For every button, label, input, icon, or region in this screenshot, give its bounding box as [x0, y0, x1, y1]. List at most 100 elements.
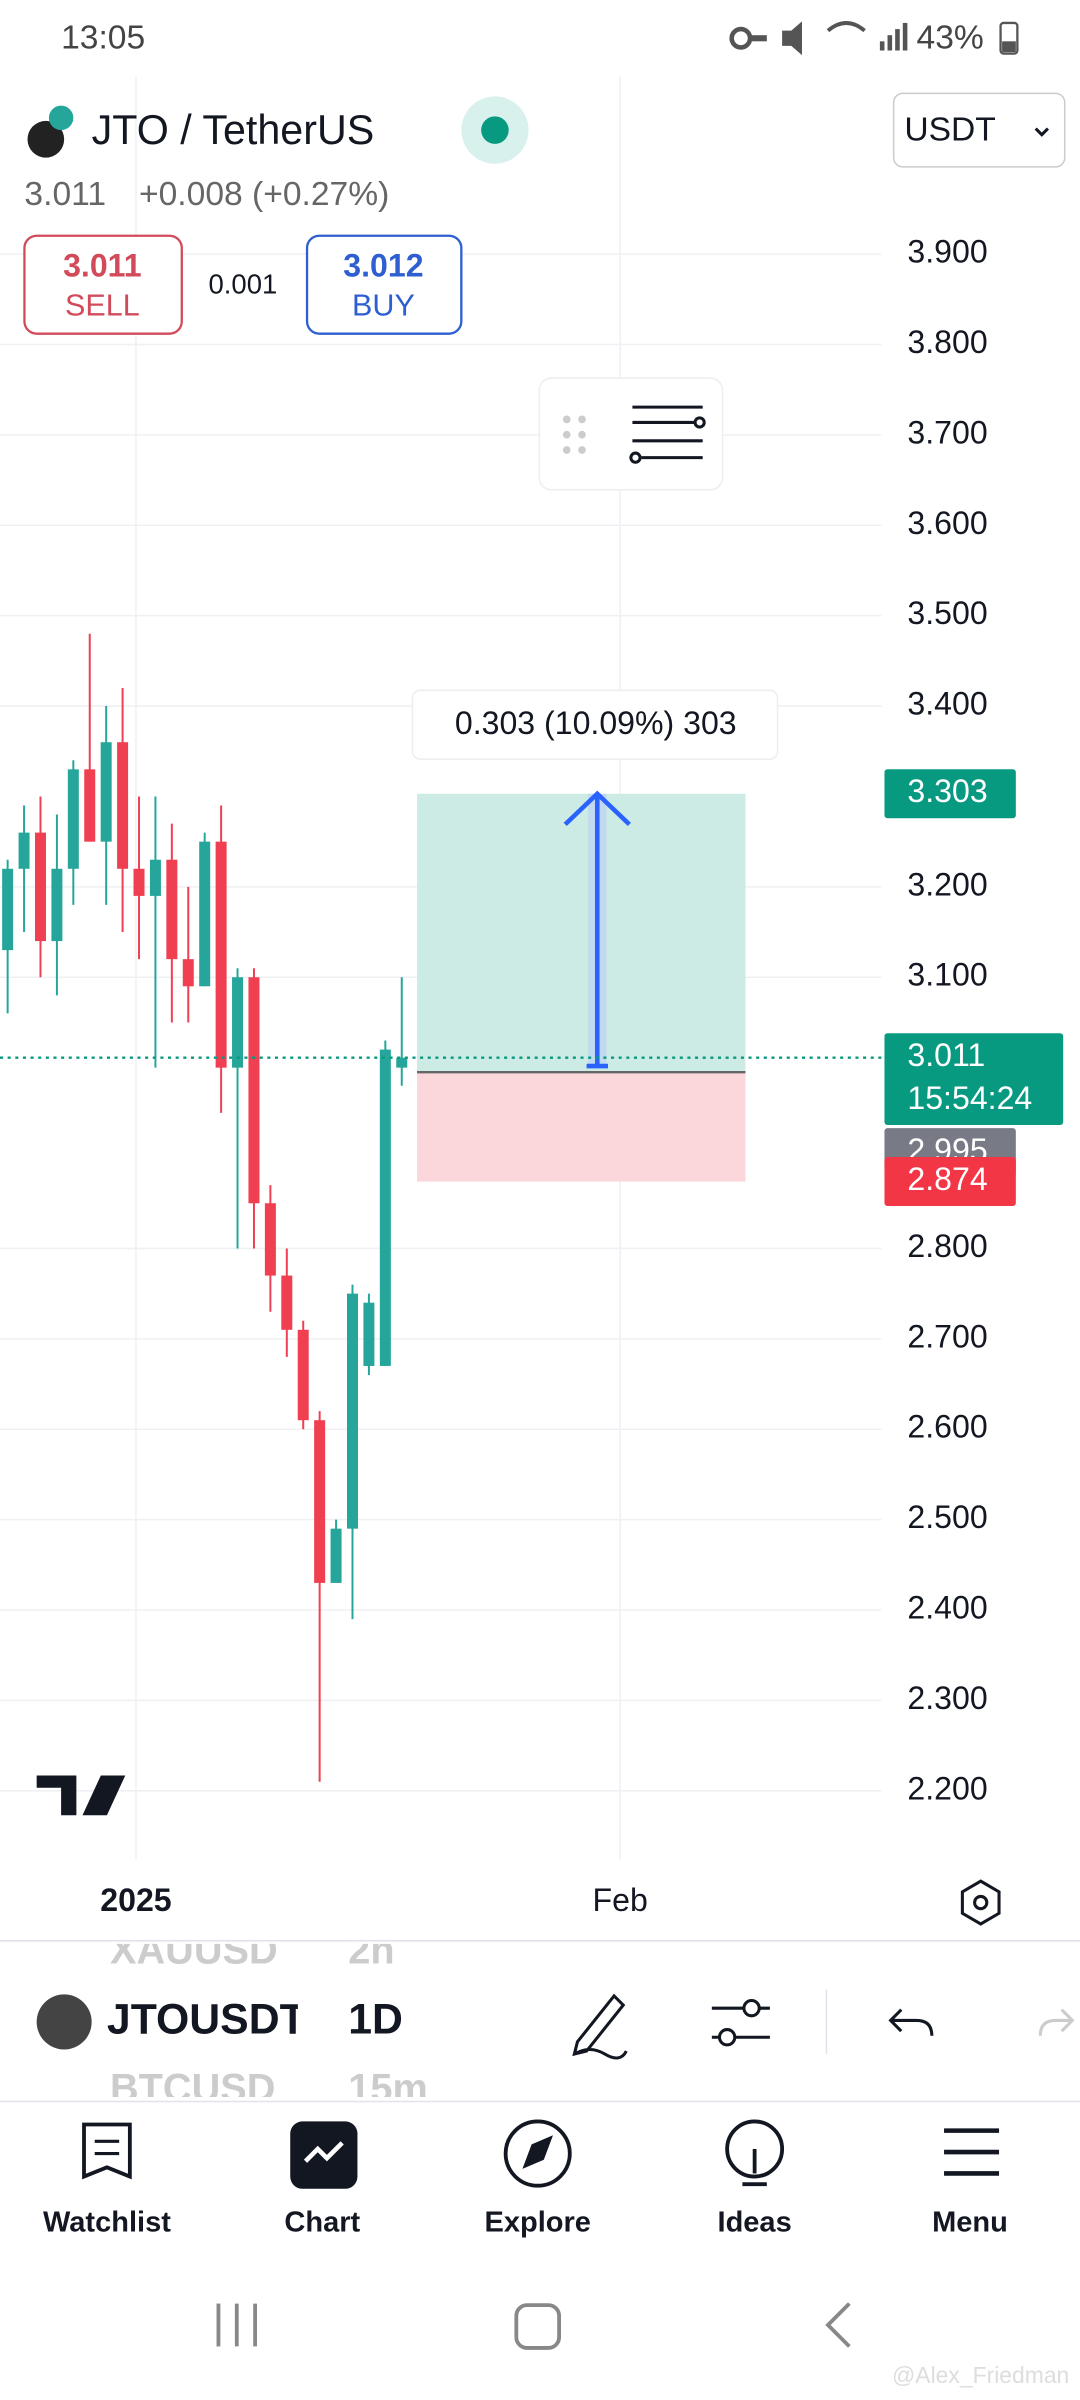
buy-price: 3.012 [343, 247, 423, 283]
next-interval: 15m [348, 2066, 427, 2110]
drag-handle [562, 415, 586, 454]
toolbar-symbol[interactable]: JTOUSDT [107, 1995, 306, 2043]
sell-label: SELL [65, 289, 140, 323]
candle-body [264, 1203, 276, 1276]
toolbar-interval[interactable]: 1D [348, 1995, 403, 2043]
y-tick-label: 2.600 [907, 1409, 987, 1445]
draw-icon[interactable] [572, 1993, 628, 2060]
y-tick-label: 2.800 [907, 1228, 987, 1264]
spread: 0.001 [208, 268, 277, 299]
indicator-icon[interactable] [711, 1998, 770, 2047]
settings-icon[interactable] [629, 405, 706, 464]
candle-body [100, 742, 112, 842]
y-tick-label: 2.300 [907, 1680, 987, 1716]
candle-body [166, 859, 178, 960]
symbol-icon [36, 1994, 92, 2050]
countdown: 15:54:24 [907, 1080, 1032, 1116]
nav-icons [82, 2119, 1000, 2189]
candle-body [248, 977, 260, 1204]
settings-hex-dot [973, 1894, 989, 1911]
candle-body [314, 1420, 326, 1583]
x-tick-label: 2025 [100, 1882, 171, 1918]
buy-label: BUY [352, 289, 415, 323]
candle-body [117, 742, 129, 869]
price-badge [884, 1033, 1064, 1126]
undo[interactable] [888, 2008, 934, 2036]
candle-body [67, 769, 79, 869]
y-tick-label: 2.400 [907, 1589, 987, 1625]
candle-body [149, 859, 161, 896]
arrow-head [563, 790, 631, 827]
candle-body [330, 1528, 342, 1583]
y-tick-label: 3.400 [907, 686, 987, 722]
settings-hex[interactable] [960, 1879, 1001, 1926]
y-tick-label: 3.500 [907, 595, 987, 631]
buy-button[interactable] [305, 234, 463, 335]
status-time: 13:05 [61, 20, 145, 57]
tv-logo [36, 1775, 126, 1816]
measure-label: 0.303 (10.09%) 303 [455, 705, 737, 741]
candle-body [182, 959, 194, 987]
symbol-title[interactable]: JTO / TetherUS [92, 107, 375, 153]
price-badge [884, 1157, 1016, 1207]
candle-body [199, 841, 211, 987]
loss-zone [417, 1072, 746, 1182]
status-icons [729, 21, 1019, 56]
candle-body [133, 868, 145, 896]
y-tick-label: 3.900 [907, 234, 987, 270]
coin-badge [48, 105, 74, 131]
change: +0.008 (+0.27%) [139, 176, 389, 213]
y-tick-label: 2.700 [907, 1318, 987, 1354]
y-tick-label: 3.600 [907, 505, 987, 541]
battery: 43% [917, 20, 984, 57]
y-tick-label: 3.700 [907, 414, 987, 450]
candle-body [379, 1049, 391, 1366]
candle-body [34, 832, 46, 942]
prev-symbol: XAUUSD [110, 1929, 278, 1973]
y-tick-label: 3.200 [907, 866, 987, 902]
candle-body [297, 1329, 309, 1421]
candle-body [363, 1302, 375, 1366]
candle-body [51, 868, 63, 942]
sell-price: 3.011 [63, 247, 142, 283]
y-tick-label: 2.200 [907, 1770, 987, 1806]
watermark: @Alex_Friedman [892, 2362, 1069, 2388]
nav-label[interactable]: Menu [932, 2207, 1008, 2239]
profit-zone [417, 793, 746, 1073]
nav-label[interactable]: Watchlist [43, 2207, 171, 2239]
market-dot [481, 116, 509, 144]
chart-pane [0, 76, 882, 1860]
candle-body [281, 1275, 293, 1330]
nav-label[interactable]: Chart [284, 2207, 360, 2239]
next-symbol: BTCUSD [110, 2066, 275, 2110]
sell-button[interactable] [23, 234, 183, 335]
symbol-clip: JTOUSDT [107, 1995, 306, 2043]
candle-body [232, 977, 244, 1068]
measure-box [411, 689, 779, 760]
candle-body [84, 769, 96, 842]
coin-icon [27, 120, 65, 158]
candle-body [2, 868, 14, 951]
y-tick-label: 2.500 [907, 1499, 987, 1535]
x-tick-label: Feb [593, 1882, 648, 1918]
price-badge [884, 769, 1016, 819]
candle-body [215, 841, 227, 1068]
candle-body [18, 832, 30, 869]
price-badge-label: 3.011 [907, 1037, 985, 1073]
y-tick-label: 3.800 [907, 324, 987, 360]
price-badge-label: 3.303 [907, 773, 987, 809]
redo [1038, 2008, 1075, 2036]
candle-body [396, 1057, 408, 1068]
nav-label[interactable]: Ideas [718, 2207, 792, 2239]
currency-select[interactable] [892, 92, 1066, 168]
chevron [1034, 127, 1050, 137]
price: 3.011 [24, 176, 106, 213]
price-badge-label: 2.874 [907, 1161, 987, 1197]
y-tick-label: 3.100 [907, 957, 987, 993]
candle-body [346, 1293, 358, 1529]
currency: USDT [904, 112, 995, 149]
nav-label[interactable]: Explore [484, 2207, 590, 2239]
prev-interval: 2h [348, 1929, 394, 1973]
system-nav[interactable] [216, 2302, 851, 2350]
